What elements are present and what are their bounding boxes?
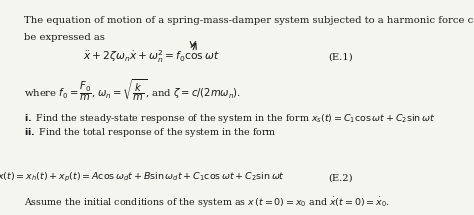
Text: Assume the initial conditions of the system as $x\,(t=0) = x_0$ and $\dot{x}(t=0: Assume the initial conditions of the sys… xyxy=(24,196,390,210)
Text: $\mathbf{ii.}$ Find the total response of the system in the form: $\mathbf{ii.}$ Find the total response o… xyxy=(24,126,277,140)
Text: $x(t) = x_h(t) + x_p(t) = A\cos\omega_d t + B\sin\omega_d t + C_1\cos\omega t + : $x(t) = x_h(t) + x_p(t) = A\cos\omega_d … xyxy=(0,171,285,184)
Text: (E.1): (E.1) xyxy=(328,52,353,61)
Text: where $f_0 = \dfrac{F_0}{m}$, $\omega_n = \sqrt{\dfrac{k}{m}}$, and $\zeta = c/(: where $f_0 = \dfrac{F_0}{m}$, $\omega_n … xyxy=(24,78,241,103)
Text: be expressed as: be expressed as xyxy=(24,33,105,42)
Text: $\mathbf{i.}$ Find the steady-state response of the system in the form $x_s(t) =: $\mathbf{i.}$ Find the steady-state resp… xyxy=(24,112,435,125)
Text: (E.2): (E.2) xyxy=(328,173,353,182)
Text: The equation of motion of a spring-mass-damper system subjected to a harmonic fo: The equation of motion of a spring-mass-… xyxy=(24,16,474,25)
Text: $\ddot{x} + 2\zeta\omega_n\dot{x} + \omega_n^2 = f_0\cos\omega t$: $\ddot{x} + 2\zeta\omega_n\dot{x} + \ome… xyxy=(83,48,219,65)
